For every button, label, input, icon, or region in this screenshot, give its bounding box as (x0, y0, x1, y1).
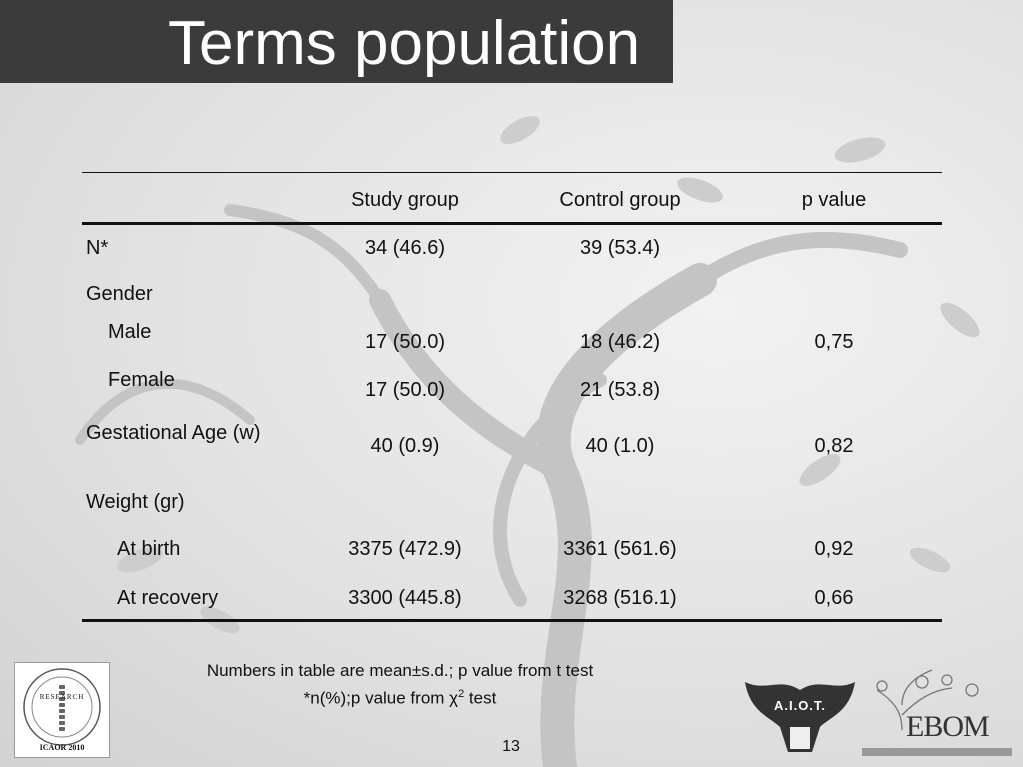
icaor-year-text: ICAOR 2010 (39, 743, 85, 752)
row-gender-label: Gender (86, 283, 153, 305)
row-male-label: Male (108, 321, 152, 343)
row-male-control: 18 (46.2) (579, 331, 661, 353)
row-weight-label: Weight (gr) (86, 491, 185, 513)
table-header-rule (82, 222, 942, 225)
icaor-research-text: RESEARCH (39, 693, 85, 701)
aiot-emblem-icon (745, 682, 855, 752)
footnote-superscript: 2 (458, 688, 465, 700)
slide-title: Terms population (168, 9, 641, 78)
header-p-value: p value (801, 189, 867, 211)
row-female-study: 17 (50.0) (364, 379, 446, 401)
row-n-label: N* (86, 237, 109, 259)
ebom-tree-icon (862, 669, 1012, 756)
row-recovery-control: 3268 (516.1) (563, 587, 677, 609)
row-recovery-p: 0,66 (814, 587, 854, 609)
ebom-logo: EBOM (862, 660, 1012, 758)
row-n-study: 34 (46.6) (364, 237, 446, 259)
aiot-text: A.I.O.T. (773, 698, 827, 713)
footnote-mean-sd: Numbers in table are mean±s.d.; p value … (206, 661, 594, 680)
footnote-test-text: test (464, 688, 497, 708)
footnote-chi-square: *n(%);p value from χ2 test (304, 683, 497, 710)
row-male-study: 17 (50.0) (364, 331, 446, 353)
icaor-logo: RESEARCH ICAOR 2010 (14, 662, 110, 758)
row-birth-control: 3361 (561.6) (563, 538, 677, 560)
row-female-control: 21 (53.8) (579, 379, 661, 401)
row-n-control: 39 (53.4) (579, 237, 661, 259)
row-recovery-study: 3300 (445.8) (348, 587, 462, 609)
ebom-text: EBOM (906, 710, 990, 743)
page-number: 13 (502, 738, 520, 755)
table-top-rule (82, 172, 942, 173)
title-bar (0, 0, 673, 83)
row-gestational-study: 40 (0.9) (370, 435, 440, 457)
header-control-group: Control group (559, 189, 681, 211)
row-gestational-control: 40 (1.0) (585, 435, 655, 457)
row-gender-p: 0,75 (814, 331, 854, 353)
row-gestational-p: 0,82 (814, 435, 854, 457)
row-recovery-label: At recovery (117, 587, 219, 609)
aiot-logo: A.I.O.T. (740, 672, 860, 754)
row-female-label: Female (108, 369, 175, 391)
row-birth-label: At birth (117, 538, 181, 560)
row-gestational-label: Gestational Age (w) (86, 422, 261, 444)
row-birth-study: 3375 (472.9) (348, 538, 462, 560)
row-birth-p: 0,92 (814, 538, 854, 560)
header-study-group: Study group (351, 189, 459, 211)
footnote-chi-text: *n(%);p value from χ (303, 688, 459, 708)
icaor-seal-icon (23, 668, 101, 746)
table-bottom-rule (82, 619, 942, 622)
